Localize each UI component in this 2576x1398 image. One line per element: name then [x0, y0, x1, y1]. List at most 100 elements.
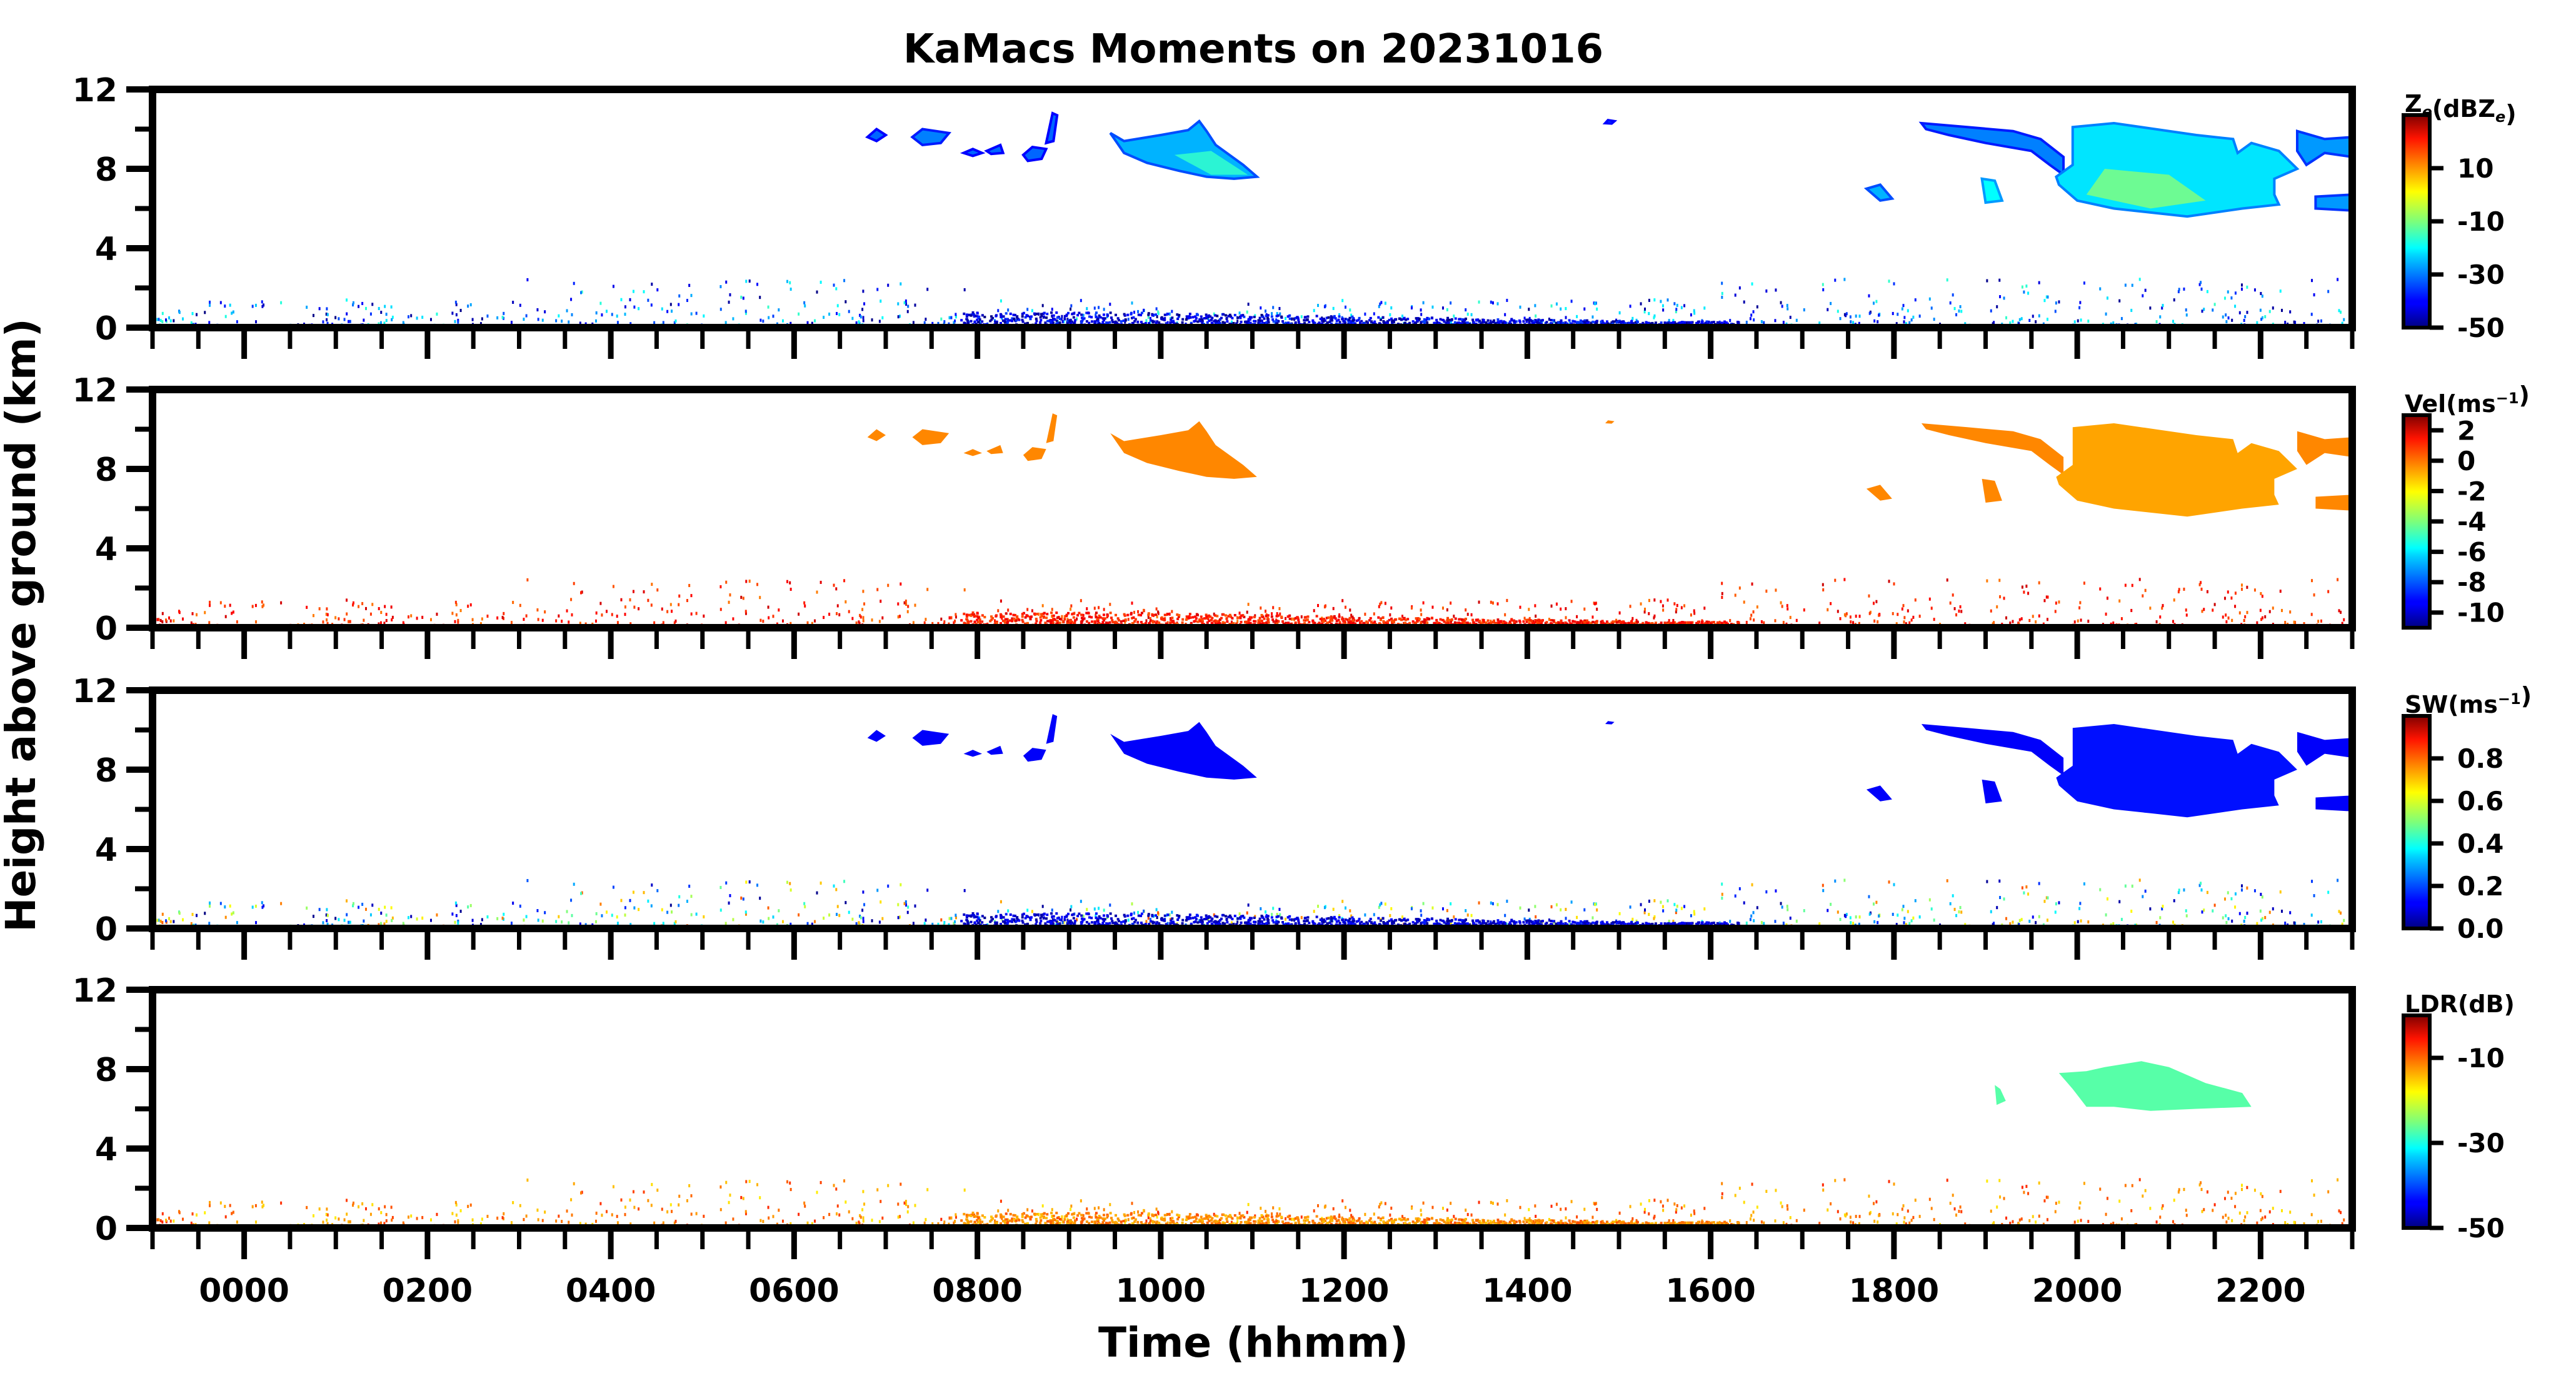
clutter-point: [781, 319, 784, 323]
surface-echo-point: [1163, 613, 1166, 616]
surface-echo-point: [1225, 317, 1228, 320]
echo-streak-0850: [1046, 413, 1058, 443]
clutter-point: [581, 290, 583, 294]
surface-echo-point: [1231, 616, 1234, 620]
surface-echo-point: [1335, 319, 1338, 323]
clutter-point: [1721, 281, 1723, 285]
clutter-point: [2080, 318, 2082, 322]
clutter-point: [1845, 612, 1848, 616]
clutter-point: [819, 881, 822, 885]
clutter-point: [325, 612, 328, 616]
surface-echo-point: [983, 316, 986, 319]
surface-echo-point: [1446, 316, 1450, 319]
clutter-point: [1653, 598, 1656, 602]
surface-echo-point: [1411, 620, 1415, 623]
surface-echo-point: [1578, 322, 1581, 325]
surface-echo-point: [1068, 620, 1071, 623]
surface-echo-point: [1494, 322, 1497, 325]
surface-echo-point: [1051, 621, 1055, 625]
clutter-point: [686, 299, 688, 303]
surface-echo-point: [976, 618, 979, 621]
clutter-point: [1661, 304, 1664, 308]
clutter-point: [880, 600, 882, 603]
surface-echo-point: [1055, 319, 1058, 322]
clutter-point: [719, 885, 722, 889]
clutter-point: [1591, 315, 1594, 319]
surface-echo-point: [1005, 318, 1008, 321]
clutter-point: [161, 311, 164, 315]
surface-echo-point: [1620, 321, 1623, 324]
surface-echo-point: [994, 620, 997, 623]
clutter-point: [1329, 619, 1331, 623]
surface-echo-point: [1021, 613, 1024, 616]
clutter-point: [1958, 609, 1960, 613]
clutter-point: [2206, 289, 2208, 293]
clutter-point: [2227, 616, 2230, 620]
surface-echo-point: [968, 313, 971, 316]
clutter-point: [2073, 320, 2076, 324]
clutter-point: [1683, 304, 1686, 308]
clutter-point: [2238, 311, 2241, 314]
surface-echo-point: [1695, 321, 1698, 324]
clutter-point: [624, 305, 626, 309]
clutter-point: [486, 615, 489, 618]
clutter-point: [661, 607, 663, 611]
clutter-point: [1317, 304, 1320, 308]
clutter-point: [1643, 911, 1646, 915]
clutter-point: [471, 318, 474, 321]
surface-echo-point: [1712, 321, 1715, 324]
surface-echo-point: [990, 618, 993, 621]
echo-cloud-0810: [984, 143, 1005, 156]
clutter-point: [1822, 588, 1825, 591]
surface-echo-point: [1185, 318, 1188, 321]
clutter-point: [2212, 909, 2214, 913]
clutter-point: [2185, 308, 2187, 312]
surface-echo-point: [1214, 614, 1217, 617]
surface-echo-point: [1388, 318, 1391, 321]
clutter-point: [719, 608, 722, 611]
surface-echo-point: [1425, 618, 1428, 621]
surface-echo-point: [1641, 621, 1645, 625]
clutter-point: [2284, 621, 2287, 625]
echo-blob-1750: [1863, 183, 1895, 202]
surface-echo-point: [1024, 316, 1027, 319]
clutter-point: [611, 613, 613, 616]
surface-echo-point: [1381, 616, 1385, 620]
clutter-point: [525, 314, 528, 318]
clutter-point: [876, 288, 879, 291]
clutter-point: [2225, 620, 2228, 624]
echo-cloud-0650: [867, 429, 886, 441]
clutter-point: [2162, 604, 2164, 608]
clutter-point: [1803, 608, 1805, 612]
clutter-point: [2327, 890, 2330, 894]
clutter-point: [1230, 320, 1233, 324]
surface-echo-point: [1161, 318, 1165, 321]
surface-echo-point: [1550, 619, 1553, 622]
surface-echo-point: [1725, 621, 1728, 625]
clutter-point: [2178, 588, 2180, 591]
surface-echo-point: [1386, 320, 1389, 323]
clutter-point: [326, 618, 328, 622]
clutter-point: [326, 318, 328, 322]
surface-echo-point: [1482, 319, 1485, 322]
clutter-point: [653, 321, 656, 324]
surface-echo-point: [1069, 321, 1072, 324]
surface-echo-point: [1688, 621, 1691, 625]
clutter-point: [811, 621, 813, 625]
clutter-point: [1384, 601, 1386, 605]
clutter-point: [2238, 912, 2241, 915]
surface-echo-point: [1458, 618, 1461, 621]
surface-echo-point: [1646, 322, 1650, 325]
clutter-point: [263, 303, 265, 307]
surface-echo-point: [1199, 319, 1202, 323]
clutter-point: [1350, 914, 1353, 918]
clutter-point: [1291, 617, 1293, 621]
surface-echo-point: [1222, 313, 1225, 316]
clutter-point: [1389, 613, 1391, 616]
surface-echo-point: [1005, 618, 1008, 621]
surface-echo-point: [1696, 620, 1700, 623]
clutter-point: [1787, 307, 1789, 311]
clutter-point: [925, 618, 927, 621]
clutter-point: [261, 600, 263, 604]
